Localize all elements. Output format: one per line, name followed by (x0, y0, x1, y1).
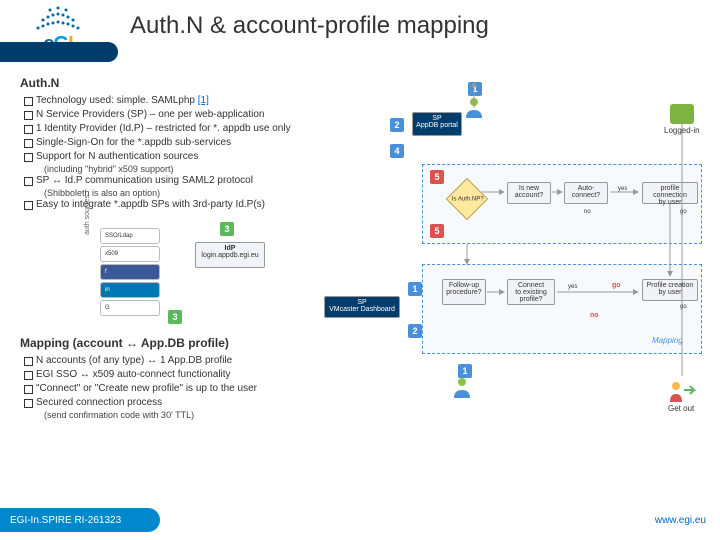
node: Profile creation by user (642, 279, 698, 301)
list-item: N accounts (of any type) ↔ 1 App.DB prof… (24, 354, 304, 368)
user-icon (464, 96, 484, 120)
list-item: Support for N authentication sources (24, 150, 324, 164)
sso-item: x509 (100, 246, 160, 262)
sso-item: f (100, 264, 160, 280)
authn-list2: SP ↔ Id.P communication using SAML2 prot… (24, 174, 324, 188)
list-item: EGI SSO ↔ x509 auto-connect functionalit… (24, 368, 304, 382)
auth-sources: SSO/Ldap x509 f in G (100, 228, 160, 318)
badge-1: 1 (468, 82, 482, 96)
sp-portal: SP AppDB portal (412, 112, 462, 136)
sso-item: G (100, 300, 160, 316)
node: Auto- connect? (564, 182, 608, 204)
go-label: go (680, 209, 687, 215)
yes-label: yes (568, 284, 577, 290)
arrows (352, 64, 712, 424)
footer: EGI-In.SPIRE RI-261323 www.egi.eu (0, 496, 720, 540)
auth-sources-label: auth sources (84, 195, 91, 235)
logged-in-label: Logged-in (664, 126, 700, 135)
node: Follow-up procedure? (442, 279, 486, 305)
sso-item: in (100, 282, 160, 298)
badge-2: 2 (390, 118, 404, 132)
content: Auth.N Technology used: simple. SAMLphp … (0, 60, 720, 490)
mapping-label: Mapping (652, 336, 683, 345)
list-item: N Service Providers (SP) – one per web-a… (24, 108, 324, 122)
authn-list: Technology used: simple. SAMLphp [1] N S… (24, 94, 324, 164)
list-item: SP ↔ Id.P communication using SAML2 prot… (24, 174, 324, 188)
yes-label: yes (618, 186, 627, 192)
list-item: Technology used: simple. SAMLphp [1] (24, 94, 324, 108)
authn-list3: Easy to integrate *.appdb SPs with 3rd-p… (24, 198, 324, 212)
no-label: no (584, 209, 591, 215)
go-label: go (680, 304, 687, 310)
flow-diagram: SP AppDB portal 1 2 4 Logged-in 5 5 Is A… (352, 64, 712, 454)
no-label: no (590, 312, 599, 319)
node: Is new account? (507, 182, 551, 204)
footer-url[interactable]: www.egi.eu (655, 515, 706, 526)
exit-icon (668, 380, 696, 404)
list-item: Secured connection process (24, 396, 304, 410)
mapping-list: N accounts (of any type) ↔ 1 App.DB prof… (24, 354, 304, 410)
badge-3: 3 (220, 222, 234, 236)
ref-link[interactable]: [1] (198, 95, 209, 106)
badge-5: 5 (430, 170, 444, 184)
sp-vmcaster: SP VMcaster Dashboard (324, 296, 400, 318)
user-icon (452, 376, 472, 400)
list-item: "Connect" or "Create new profile" is up … (24, 382, 304, 396)
header: eGI Auth.N & account-profile mapping (0, 0, 720, 60)
get-out-label: Get out (668, 404, 694, 413)
sso-item: SSO/Ldap (100, 228, 160, 244)
lock-icon (670, 104, 694, 124)
footer-ref: EGI-In.SPIRE RI-261323 (10, 515, 121, 526)
page-title: Auth.N & account-profile mapping (130, 12, 489, 40)
node: Connect to existing profile? (507, 279, 555, 305)
go-label: go (612, 282, 621, 289)
list-item: Single-Sign-On for the *.appdb sub-servi… (24, 136, 324, 150)
badge-3: 3 (168, 310, 182, 324)
list-item: Easy to integrate *.appdb SPs with 3rd-p… (24, 198, 324, 212)
node: profile connection by user (642, 182, 698, 204)
badge-1: 1 (408, 282, 422, 296)
badge-5: 5 (430, 224, 444, 238)
badge-2: 2 (408, 324, 422, 338)
list-item: 1 Identity Provider (Id.P) – restricted … (24, 122, 324, 136)
idp-node: IdP login.appdb.egi.eu (195, 242, 265, 268)
badge-4: 4 (390, 144, 404, 158)
